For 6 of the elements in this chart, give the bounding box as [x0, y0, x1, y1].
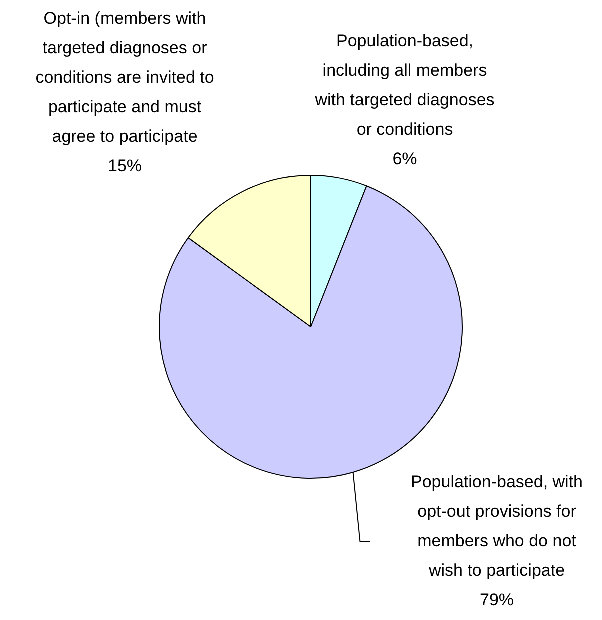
slice-label: Opt-in (members with targeted diagnoses or conditions are invited to participate and must agree to participate [36, 9, 214, 146]
data-label: 79% [480, 590, 514, 610]
data-label: 15% [108, 156, 142, 176]
data-label: 6% [392, 150, 418, 169]
slice-label: Population-based, including all members with targeted diagnoses or conditions [314, 32, 495, 140]
slice-label: Population-based, with opt-out provisions for members who do not wish to participate [410, 472, 584, 580]
